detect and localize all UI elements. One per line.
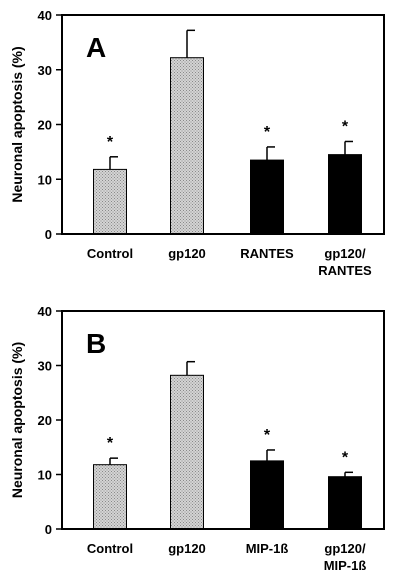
category-label: MIP-1ß (246, 541, 289, 556)
category-label: Control (87, 541, 133, 556)
category-label: gp120 (168, 246, 206, 261)
category-label: Control (87, 246, 133, 261)
y-axis-label: Neuronal apoptosis (%) (9, 46, 25, 202)
y-tick-label: 0 (45, 227, 52, 242)
category-label: gp120 (168, 541, 206, 556)
significance-marker: * (342, 449, 349, 466)
y-axis-label: Neuronal apoptosis (%) (9, 342, 25, 498)
category-label: MIP-1ß (324, 558, 367, 573)
bar (93, 464, 127, 530)
panel-label: A (86, 32, 106, 63)
y-tick-label: 10 (38, 172, 52, 187)
y-tick-label: 30 (38, 359, 52, 374)
y-tick-label: 0 (45, 522, 52, 537)
bar (250, 159, 284, 235)
bar (328, 476, 362, 530)
bar (170, 57, 204, 235)
y-tick-label: 20 (38, 118, 52, 133)
bar (93, 168, 127, 235)
y-tick-label: 40 (38, 8, 52, 23)
plot-frame (61, 14, 385, 235)
significance-marker: * (342, 118, 349, 135)
panel-label: B (86, 328, 106, 359)
plot-frame (61, 310, 385, 530)
significance-marker: * (107, 435, 114, 452)
y-tick-label: 40 (38, 304, 52, 319)
bar (170, 374, 204, 530)
category-label: gp120/ (324, 541, 366, 556)
significance-marker: * (264, 124, 271, 141)
category-label: RANTES (318, 263, 372, 278)
y-tick-label: 20 (38, 413, 52, 428)
category-label: gp120/ (324, 246, 366, 261)
bar (250, 460, 284, 530)
panel-b: 0 10 20 30 40 Neuronal apoptosis (%) * Control g… (9, 304, 385, 573)
y-tick-label: 30 (38, 63, 52, 78)
category-label: RANTES (240, 246, 294, 261)
panel-a: 0 10 20 30 40 Neuronal apoptosis (%) * Control g… (9, 8, 385, 278)
bar (328, 154, 362, 235)
significance-marker: * (264, 427, 271, 444)
significance-marker: * (107, 134, 114, 151)
y-tick-label: 10 (38, 468, 52, 483)
